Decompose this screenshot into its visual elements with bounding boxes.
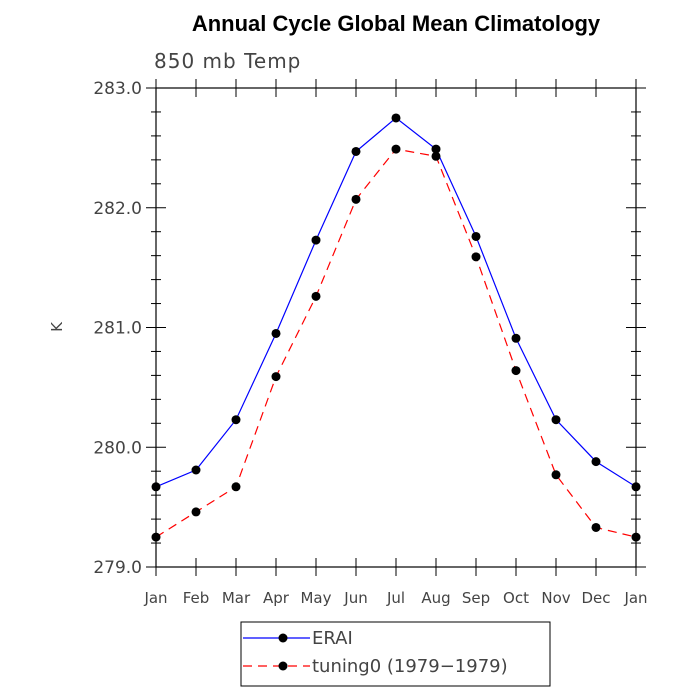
series-line bbox=[155, 148, 637, 538]
y-tick-label: 280.0 bbox=[93, 438, 142, 458]
legend-item: ERAI bbox=[243, 628, 353, 649]
data-point bbox=[631, 532, 641, 542]
data-point bbox=[191, 507, 201, 517]
legend-marker bbox=[278, 633, 288, 643]
data-point bbox=[551, 470, 561, 480]
data-point bbox=[311, 291, 321, 301]
plot-frame bbox=[155, 87, 637, 568]
legend-box bbox=[240, 621, 551, 687]
series-0 bbox=[151, 113, 641, 492]
data-point bbox=[231, 415, 241, 425]
x-tick-label: Jul bbox=[386, 589, 405, 607]
data-point bbox=[511, 333, 521, 343]
x-tick-label: Aug bbox=[421, 589, 450, 607]
x-tick-label: Apr bbox=[263, 589, 290, 607]
data-point bbox=[151, 532, 161, 542]
data-point bbox=[391, 144, 401, 154]
x-tick-label: May bbox=[300, 589, 331, 607]
legend-item: tuning0 (1979−1979) bbox=[243, 656, 508, 677]
x-tick-label: Oct bbox=[503, 589, 529, 607]
legend-marker bbox=[278, 661, 288, 671]
y-tick-label: 281.0 bbox=[93, 319, 142, 339]
axis-ticks bbox=[146, 79, 646, 576]
x-tick-label: Jan bbox=[143, 589, 167, 607]
data-point bbox=[431, 144, 441, 154]
data-point bbox=[471, 252, 481, 262]
data-point bbox=[271, 372, 281, 382]
legend-label: tuning0 (1979−1979) bbox=[312, 656, 508, 677]
legend: ERAI tuning0 (1979−1979) bbox=[240, 621, 551, 687]
x-tick-label: Mar bbox=[222, 589, 251, 607]
y-tick-label: 283.0 bbox=[93, 79, 142, 99]
x-tick-label: Feb bbox=[183, 589, 210, 607]
data-point bbox=[191, 465, 201, 475]
axis-tick-labels: 279.0 280.0 281.0 282.0 283.0 Jan Feb Mar Apr May… bbox=[93, 79, 647, 607]
x-tick-label: Sep bbox=[462, 589, 490, 607]
series-layer bbox=[151, 113, 641, 542]
chart-subtitle: 850 mb Temp bbox=[154, 49, 301, 73]
data-point bbox=[351, 146, 361, 156]
data-point bbox=[271, 328, 281, 338]
data-point bbox=[151, 482, 161, 492]
series-1 bbox=[151, 144, 641, 542]
data-point bbox=[591, 457, 601, 467]
x-tick-label: Jan bbox=[623, 589, 647, 607]
data-point bbox=[471, 231, 481, 241]
y-tick-label: 279.0 bbox=[93, 558, 142, 578]
x-tick-label: Dec bbox=[581, 589, 610, 607]
series-line bbox=[155, 117, 637, 488]
chart-title: Annual Cycle Global Mean Climatology bbox=[192, 11, 601, 36]
data-point bbox=[591, 522, 601, 532]
data-point bbox=[631, 482, 641, 492]
y-tick-label: 282.0 bbox=[93, 199, 142, 219]
data-point bbox=[311, 235, 321, 245]
data-point bbox=[391, 113, 401, 123]
y-axis-label: K bbox=[48, 321, 66, 332]
legend-label: ERAI bbox=[312, 628, 353, 649]
data-point bbox=[431, 151, 441, 161]
data-point bbox=[351, 194, 361, 204]
x-tick-label: Jun bbox=[343, 589, 367, 607]
data-point bbox=[511, 366, 521, 376]
data-point bbox=[551, 415, 561, 425]
data-point bbox=[231, 482, 241, 492]
x-tick-label: Nov bbox=[541, 589, 570, 607]
